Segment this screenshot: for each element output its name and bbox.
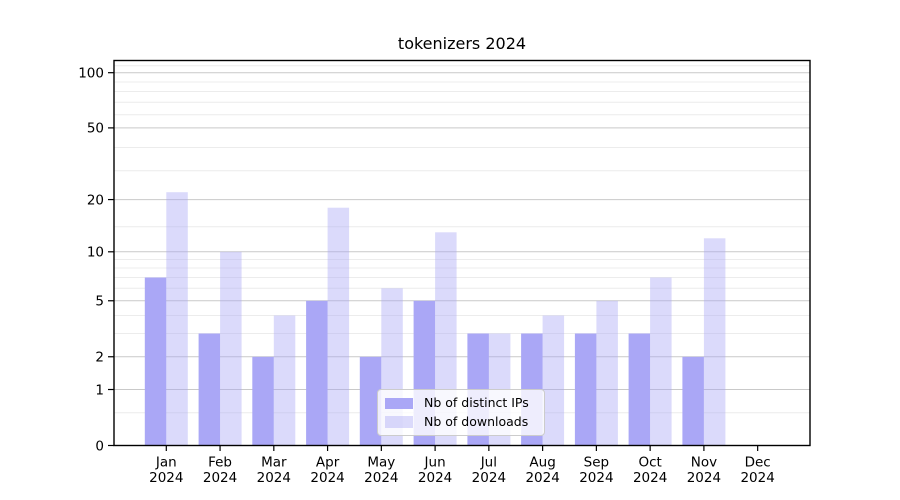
bar-jan-s0 (144, 277, 167, 446)
y-tick-label: 100 (78, 66, 104, 82)
y-tick-label: 20 (87, 192, 104, 208)
y-tick-label: 5 (95, 294, 104, 310)
y-tick-label: 10 (87, 245, 104, 261)
bar-mar-s0 (252, 356, 274, 446)
x-tick-label: Feb 2024 (203, 455, 237, 487)
x-tick-label: Apr 2024 (310, 455, 344, 487)
chart-title: tokenizers 2024 (398, 34, 526, 53)
legend-label-distinct-ips: Nb of distinct IPs (424, 395, 529, 410)
bar-feb-s1 (220, 251, 242, 446)
bar-feb-s0 (198, 333, 221, 446)
bar-may-s0 (359, 356, 382, 446)
bar-apr-s1 (327, 207, 350, 446)
y-tick-label: 0 (95, 438, 104, 454)
x-tick-label: Dec 2024 (740, 455, 774, 487)
bar-oct-s1 (650, 277, 672, 446)
x-tick-label: Jan 2024 (149, 455, 183, 487)
bar-jan-s1 (166, 192, 188, 446)
legend-item-downloads: Nb of downloads (385, 413, 544, 429)
x-tick-label: May 2024 (364, 455, 398, 487)
legend-swatch-downloads (385, 416, 413, 428)
bar-oct-s0 (628, 333, 651, 446)
y-tick-label: 50 (87, 121, 104, 137)
bar-mar-s1 (273, 315, 296, 446)
legend-label-downloads: Nb of downloads (424, 413, 529, 429)
x-tick-label: Oct 2024 (633, 455, 667, 487)
legend: Nb of distinct IPs Nb of downloads (377, 389, 545, 436)
x-tick-label: Mar 2024 (257, 455, 291, 487)
bar-aug-s1 (542, 315, 565, 446)
x-tick-label: Aug 2024 (525, 455, 559, 487)
x-tick-label: Sep 2024 (579, 455, 613, 487)
legend-swatch-distinct-ips (385, 397, 413, 409)
x-tick-label: Jul 2024 (472, 455, 506, 487)
bar-sep-s0 (574, 333, 597, 446)
bar-sep-s1 (596, 300, 618, 446)
bar-apr-s0 (306, 300, 328, 446)
x-tick-label: Nov 2024 (687, 455, 721, 487)
plot-border (113, 59, 811, 447)
bar-nov-s0 (682, 356, 704, 446)
bar-nov-s1 (703, 238, 726, 446)
y-tick-label: 2 (95, 350, 104, 366)
legend-item-distinct-ips: Nb of distinct IPs (385, 395, 544, 410)
y-tick-label: 1 (95, 382, 104, 398)
x-tick-label: Jun 2024 (418, 455, 452, 487)
